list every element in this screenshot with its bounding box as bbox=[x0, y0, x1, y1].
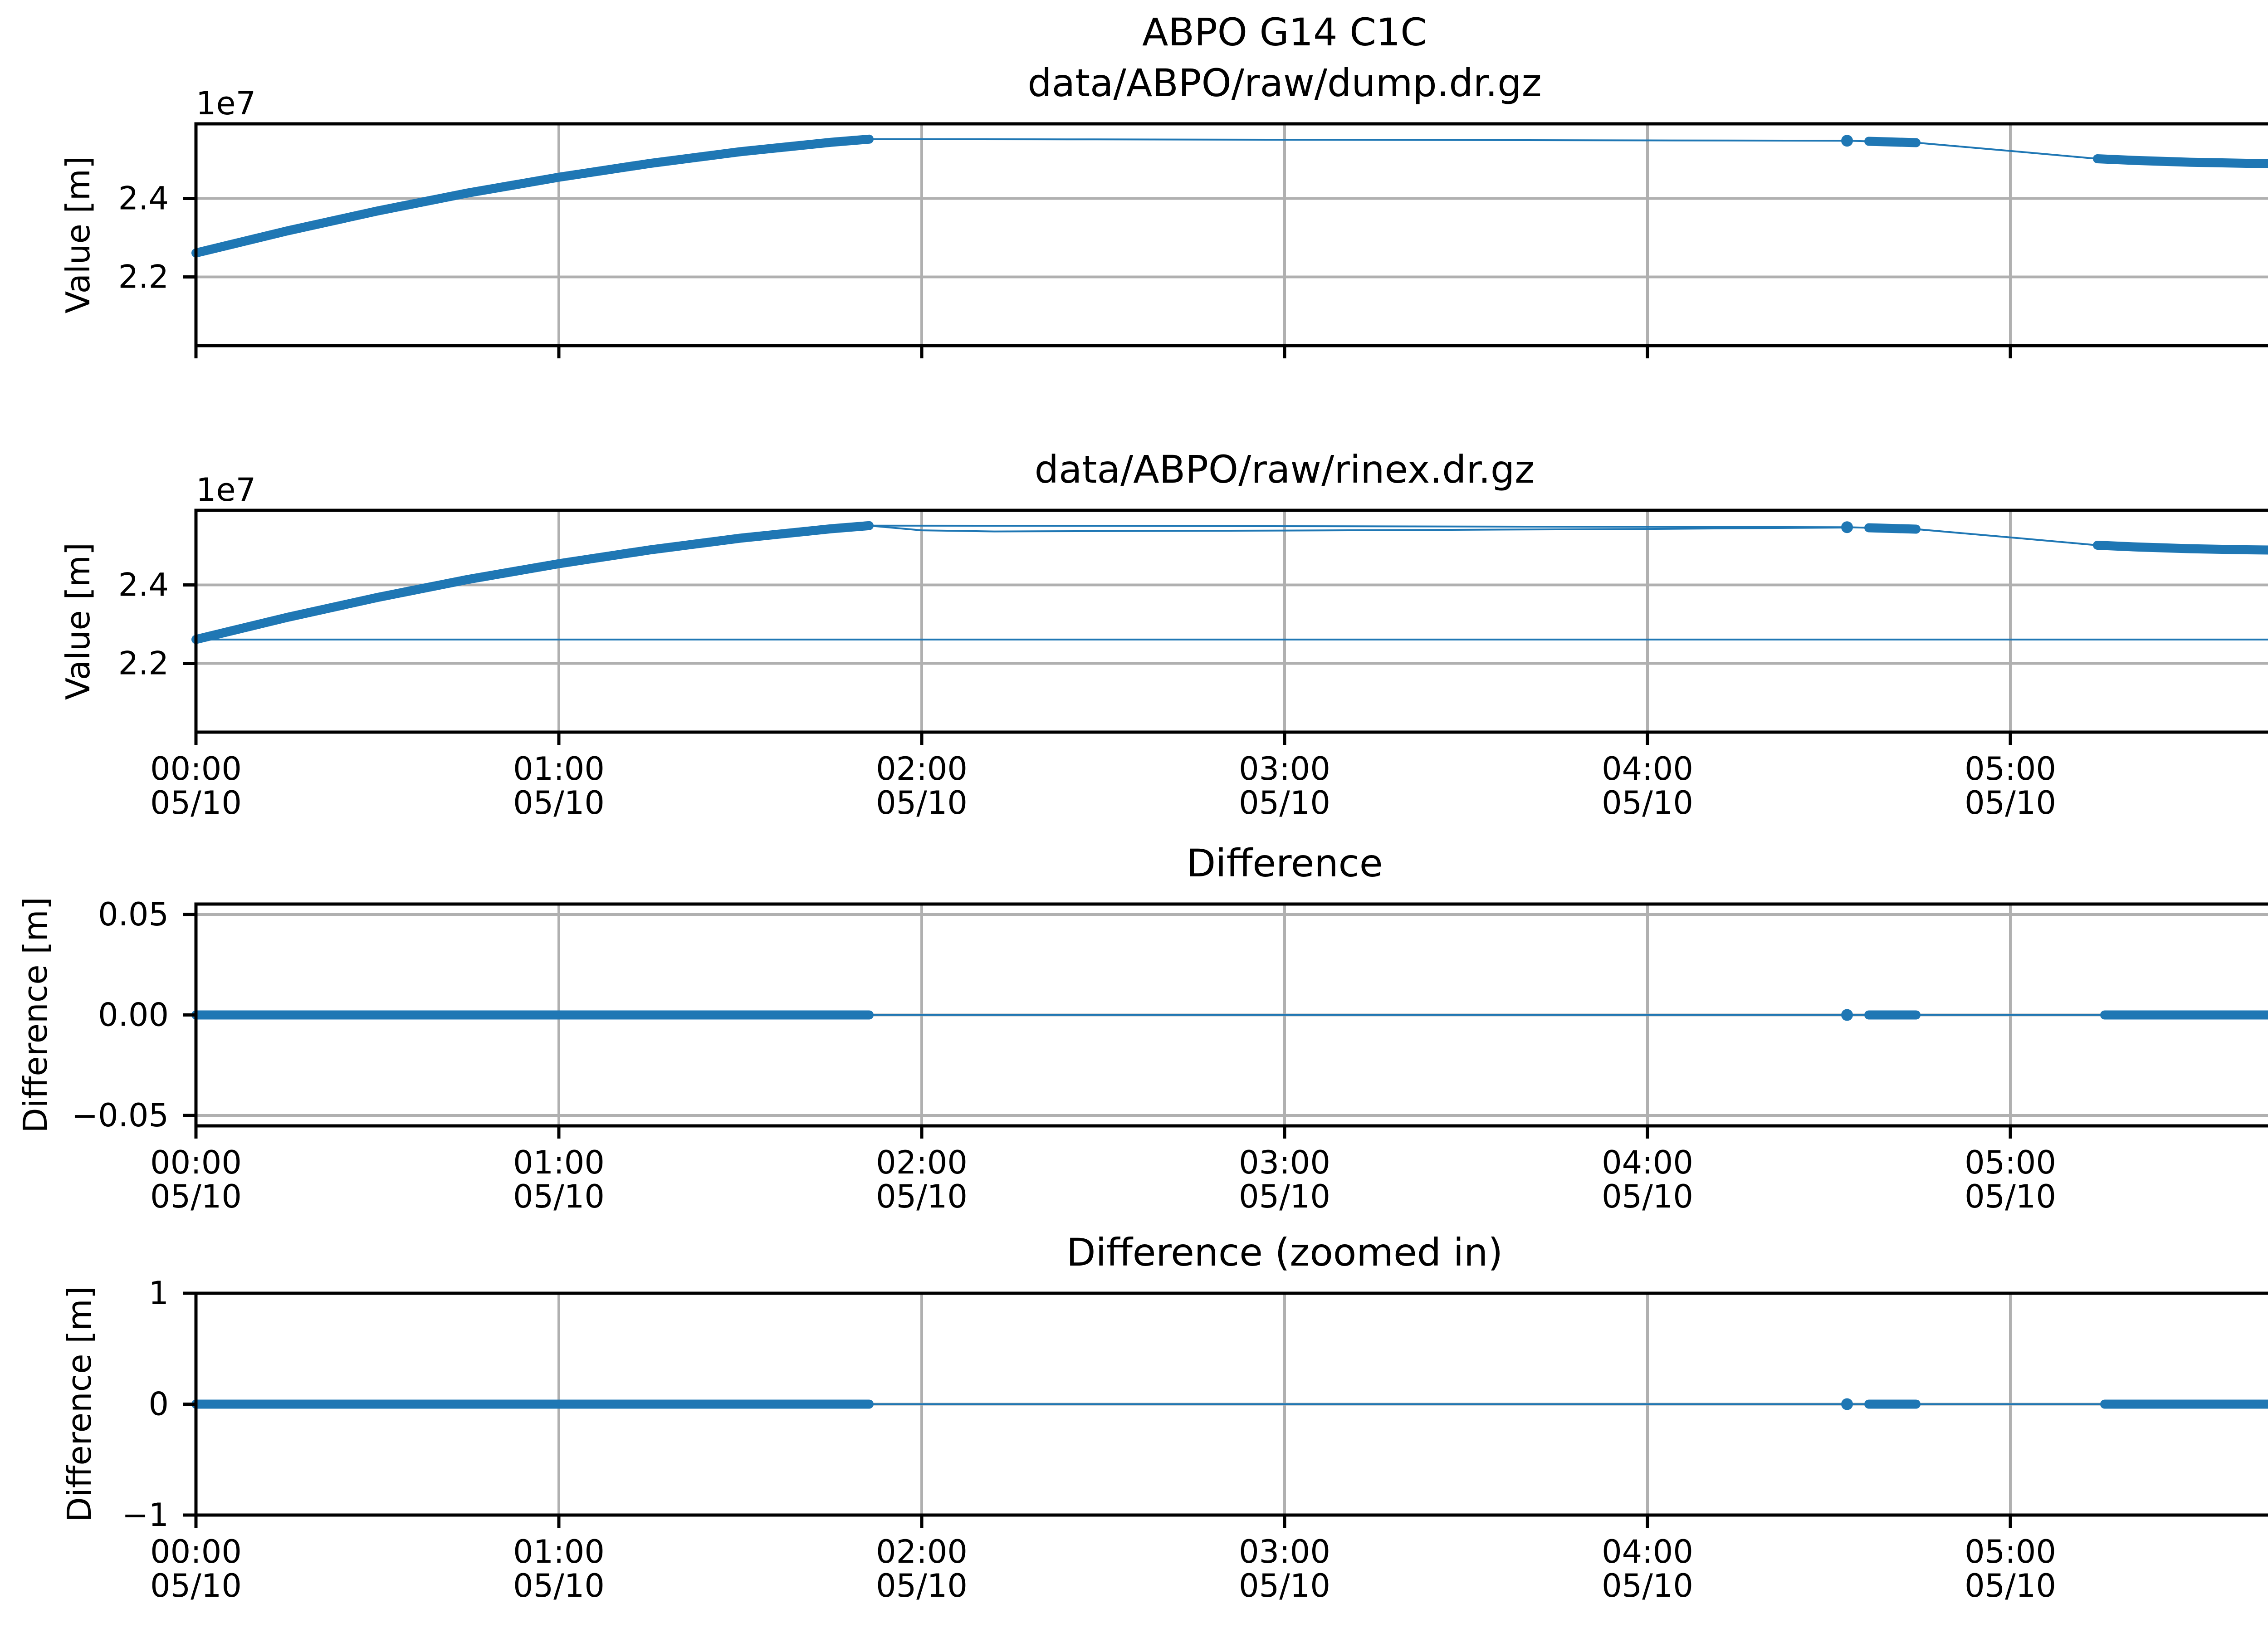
dump-offset-label: 1e7 bbox=[196, 85, 256, 122]
rinex-ytick-label: 2.4 bbox=[118, 566, 169, 603]
difference-xtick-date: 05/10 bbox=[150, 1178, 242, 1215]
rinex-xtick-time: 01:00 bbox=[513, 750, 605, 787]
rinex-trace-dense-mid bbox=[1864, 523, 1921, 534]
difference-xtick-time: 00:00 bbox=[150, 1144, 242, 1181]
rinex-xtick-date: 05/10 bbox=[1965, 784, 2056, 821]
subplot-difference-zoomed: Difference (zoomed in)Difference [m] −101… bbox=[60, 1230, 2268, 1604]
difference-ytick-label: −0.05 bbox=[71, 1097, 169, 1134]
difference-zoomed-title-line-1: Difference (zoomed in) bbox=[1066, 1230, 1503, 1275]
dump-ticks bbox=[183, 196, 2012, 358]
difference-zoomed-xtick-time: 00:00 bbox=[150, 1533, 242, 1570]
rinex-xtick-time: 02:00 bbox=[876, 750, 968, 787]
dump-ytick-label: 2.2 bbox=[118, 259, 169, 296]
rinex-isolated-point bbox=[1841, 521, 1853, 533]
rinex-xtick-date: 05/10 bbox=[150, 784, 242, 821]
difference-xtick-date: 05/10 bbox=[1602, 1178, 1693, 1215]
difference-xtick-date: 05/10 bbox=[876, 1178, 968, 1215]
difference-zoomed-ytick-label: 1 bbox=[148, 1275, 169, 1312]
difference-zoomed-xtick-date: 05/10 bbox=[1239, 1567, 1330, 1604]
dump-ylabel: Value [m] bbox=[59, 156, 97, 313]
subplot-rinex: data/ABPO/raw/rinex.dr.gz Value [m] 1e7 2.2… bbox=[59, 447, 2268, 821]
difference-xtick-time: 05:00 bbox=[1965, 1144, 2056, 1181]
difference-title-line-1: Difference bbox=[1186, 841, 1383, 885]
rinex-xtick-time: 00:00 bbox=[150, 750, 242, 787]
difference-zoomed-xtick-date: 05/10 bbox=[513, 1567, 605, 1604]
rinex-ytick-label: 2.2 bbox=[118, 645, 169, 682]
rinex-spines bbox=[194, 508, 2268, 734]
difference-zoomed-xtick-date: 05/10 bbox=[150, 1567, 242, 1604]
difference-zoomed-ticks bbox=[183, 1291, 2012, 1528]
difference-zoomed-xtick-time: 04:00 bbox=[1602, 1533, 1693, 1570]
rinex-ylabel: Value [m] bbox=[59, 543, 97, 700]
rinex-ticks bbox=[183, 583, 2012, 745]
difference-zoomed-xtick-date: 05/10 bbox=[1602, 1567, 1693, 1604]
difference-zoomed-xtick-time: 05:00 bbox=[1965, 1533, 2056, 1570]
difference-xtick-date: 05/10 bbox=[513, 1178, 605, 1215]
difference-xtick-date: 05/10 bbox=[1239, 1178, 1330, 1215]
rinex-xtick-time: 03:00 bbox=[1239, 750, 1330, 787]
dump-ytick-label: 2.4 bbox=[118, 180, 169, 217]
difference-zoomed-xtick-time: 03:00 bbox=[1239, 1533, 1330, 1570]
difference-ticks bbox=[183, 913, 2012, 1139]
dump-trace-dense-end bbox=[2093, 154, 2268, 168]
rinex-trace-sparse-low bbox=[868, 524, 1848, 533]
difference-xtick-time: 01:00 bbox=[513, 1144, 605, 1181]
difference-xtick-time: 02:00 bbox=[876, 1144, 968, 1181]
dump-title-line-2: data/ABPO/raw/dump.dr.gz bbox=[1027, 61, 1541, 105]
difference-xtick-time: 04:00 bbox=[1602, 1144, 1693, 1181]
rinex-xtick-date: 05/10 bbox=[1602, 784, 1693, 821]
rinex-grid bbox=[196, 510, 2268, 732]
dump-trace-dense-rise bbox=[191, 134, 874, 258]
dump-trace-sparse bbox=[868, 138, 2268, 165]
difference-xtick-date: 05/10 bbox=[1965, 1178, 2056, 1215]
subplot-dump: ABPO G14 C1C data/ABPO/raw/dump.dr.gz Valu… bbox=[59, 10, 2268, 358]
dump-title-line-1: ABPO G14 C1C bbox=[1142, 10, 1427, 54]
rinex-title-line-1: data/ABPO/raw/rinex.dr.gz bbox=[1035, 447, 1535, 492]
difference-zoomed-ytick-label: 0 bbox=[148, 1386, 169, 1423]
rinex-xtick-time: 05:00 bbox=[1965, 750, 2056, 787]
difference-zoomed-xtick-time: 02:00 bbox=[876, 1533, 968, 1570]
rinex-xtick-time: 04:00 bbox=[1602, 750, 1693, 787]
rinex-xtick-date: 05/10 bbox=[876, 784, 968, 821]
rinex-xtick-date: 05/10 bbox=[1239, 784, 1330, 821]
difference-ylabel: Difference [m] bbox=[16, 897, 54, 1133]
difference-zoomed-xtick-date: 05/10 bbox=[1965, 1567, 2056, 1604]
difference-isolated-point bbox=[1841, 1009, 1853, 1021]
dump-trace-dense-mid bbox=[1864, 137, 1921, 147]
subplot-difference: Difference Difference [m] −0.05 0.00 0.05 00:… bbox=[16, 841, 2268, 1215]
dump-isolated-point bbox=[1841, 135, 1853, 147]
difference-zoomed-xtick-time: 01:00 bbox=[513, 1533, 605, 1570]
difference-ytick-label: 0.00 bbox=[98, 997, 169, 1034]
difference-zoomed-isolated-point bbox=[1841, 1398, 1853, 1410]
dump-grid bbox=[196, 124, 2268, 346]
difference-zoomed-ylabel: Difference [m] bbox=[60, 1286, 98, 1522]
rinex-trace-dense-rise bbox=[191, 521, 874, 644]
dump-spines bbox=[194, 122, 2268, 347]
difference-zoomed-ytick-label: −1 bbox=[122, 1496, 169, 1534]
rinex-offset-label: 1e7 bbox=[196, 471, 256, 508]
rinex-xtick-date: 05/10 bbox=[513, 784, 605, 821]
difference-ytick-label: 0.05 bbox=[98, 896, 169, 933]
rinex-trace-dense-end bbox=[2093, 541, 2268, 555]
difference-xtick-time: 03:00 bbox=[1239, 1144, 1330, 1181]
difference-zoomed-xtick-date: 05/10 bbox=[876, 1567, 968, 1604]
